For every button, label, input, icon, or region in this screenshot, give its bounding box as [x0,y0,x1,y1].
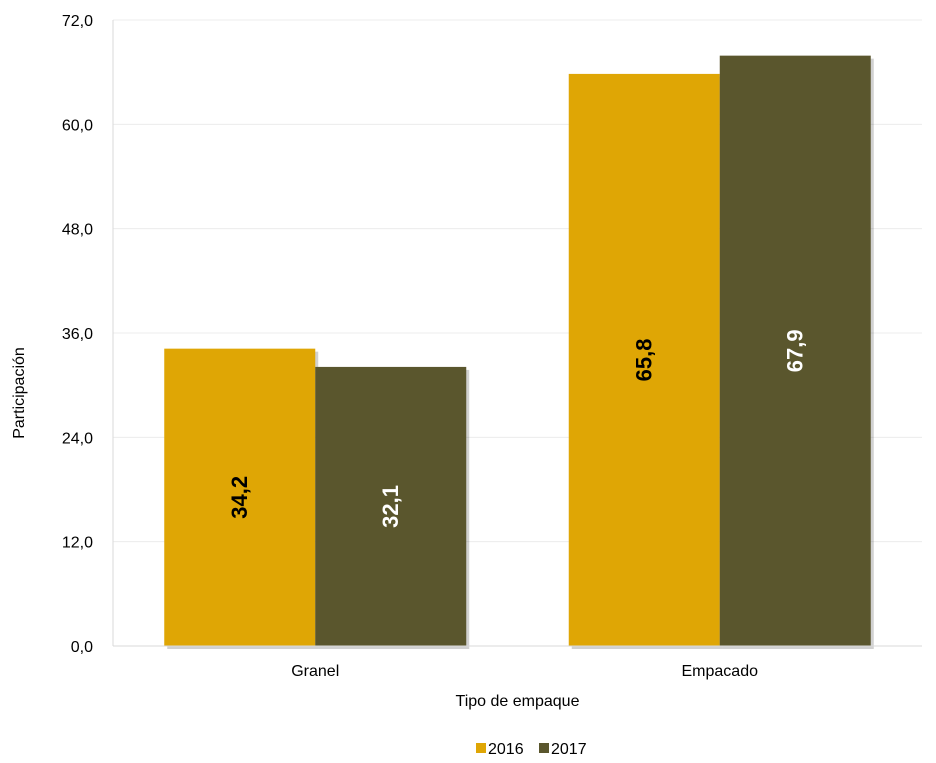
data-label: 67,9 [783,329,808,372]
legend-label-2016: 2016 [488,741,524,758]
bar-2017-granel [315,366,467,646]
x-axis-title: Tipo de empaque [456,693,580,710]
data-label: 65,8 [632,339,657,382]
y-tick-label: 24,0 [62,430,93,447]
y-tick-label: 60,0 [62,117,93,134]
axes: 0,0 12,0 24,0 36,0 48,0 60,0 72,0 Granel Empacad… [62,13,922,680]
bar-2016-granel [164,348,316,646]
data-labels: 34,2 32,1 65,8 67,9 [227,329,808,527]
x-tick-label: Empacado [682,663,759,680]
bar-2017-empacado [719,55,871,647]
bars [164,55,874,650]
legend: 2016 2017 [476,741,587,758]
y-tick-label: 72,0 [62,13,93,30]
y-tick-label: 12,0 [62,535,93,552]
y-tick-label: 0,0 [71,639,93,656]
legend-label-2017: 2017 [551,741,587,758]
data-label: 32,1 [378,485,403,528]
y-tick-label: 36,0 [62,326,93,343]
y-axis-title: Participación [11,347,28,439]
bar-2016-empacado [568,73,720,646]
legend-swatch-2017 [539,743,549,753]
y-tick-label: 48,0 [62,222,93,239]
x-tick-label: Granel [291,663,339,680]
data-label: 34,2 [227,476,252,519]
legend-swatch-2016 [476,743,486,753]
